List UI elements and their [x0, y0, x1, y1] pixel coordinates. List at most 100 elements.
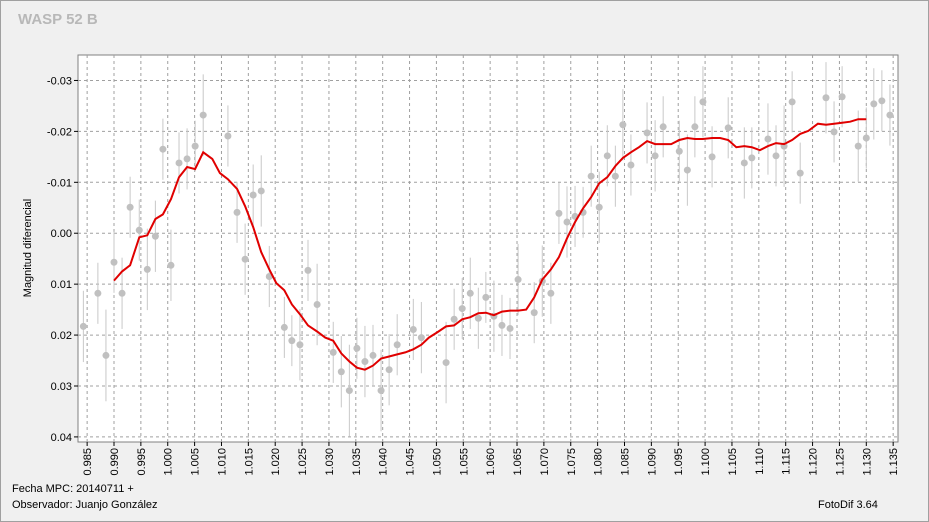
data-point: [151, 232, 159, 240]
data-point: [886, 111, 894, 119]
data-point: [94, 289, 102, 297]
data-point: [619, 121, 627, 129]
x-tick-label: 1.115: [781, 448, 793, 475]
data-point: [651, 152, 659, 160]
data-point: [878, 97, 886, 105]
y-tick-label: 0.04: [51, 432, 72, 444]
data-point: [506, 324, 514, 332]
data-point: [772, 152, 780, 160]
data-point: [724, 124, 732, 132]
data-point: [748, 154, 756, 162]
data-point: [313, 301, 321, 309]
footer-date: Fecha MPC: 20140711 +: [12, 483, 134, 495]
x-tick-label: 1.095: [673, 448, 685, 476]
data-point: [175, 159, 183, 167]
data-point: [361, 358, 369, 366]
data-point: [659, 123, 667, 131]
x-tick-label: 1.055: [458, 448, 470, 476]
y-tick-label: 0.01: [51, 279, 72, 291]
x-tick-label: 1.005: [190, 448, 202, 476]
x-tick-label: 1.025: [297, 448, 309, 476]
data-point: [304, 266, 312, 274]
x-tick-label: 1.020: [270, 448, 282, 476]
x-tick-label: 1.010: [216, 448, 228, 476]
data-point: [796, 169, 804, 177]
x-tick-label: 0.995: [136, 448, 148, 476]
data-point: [603, 152, 611, 160]
x-tick-label: 1.015: [243, 448, 255, 476]
x-tick-label: 1.135: [888, 448, 900, 476]
data-point: [79, 322, 87, 330]
data-point: [862, 134, 870, 142]
data-point: [417, 334, 425, 342]
data-point: [675, 147, 683, 155]
x-tick-label: 0.990: [109, 448, 121, 476]
y-tick-label: 0.00: [51, 228, 72, 240]
footer-observer: Observador: Juanjo González: [12, 499, 158, 511]
y-tick-label: -0.01: [47, 177, 72, 189]
y-tick-label: -0.02: [47, 126, 72, 138]
data-point: [224, 132, 232, 140]
data-point: [288, 337, 296, 345]
x-tick-label: 1.000: [163, 448, 175, 476]
data-point: [296, 341, 304, 349]
data-point: [587, 172, 595, 180]
data-point: [102, 351, 110, 359]
x-tick-label: 1.075: [566, 448, 578, 476]
data-point: [329, 348, 337, 356]
data-point: [337, 368, 345, 376]
data-point: [870, 100, 878, 108]
x-tick-label: 1.130: [861, 448, 873, 476]
data-point: [442, 359, 450, 367]
data-point: [595, 203, 603, 211]
data-point: [110, 258, 118, 266]
trend-line: [113, 118, 867, 371]
data-point: [353, 344, 361, 352]
data-point: [458, 305, 466, 313]
x-tick-label: 1.090: [646, 448, 658, 476]
data-point: [474, 314, 482, 322]
y-axis-label: Magnitud diferencial: [22, 199, 34, 297]
data-point: [643, 129, 651, 137]
data-point: [691, 123, 699, 131]
chart-title: WASP 52 B: [18, 11, 98, 28]
x-tick-label: 1.070: [539, 448, 551, 476]
data-point: [627, 161, 635, 169]
data-point: [233, 208, 241, 216]
x-tick-label: 1.040: [378, 448, 390, 476]
x-tick-label: 1.035: [351, 448, 363, 476]
data-point: [740, 159, 748, 167]
data-point: [257, 187, 265, 195]
data-point: [385, 366, 393, 374]
data-point: [555, 209, 563, 217]
data-point: [838, 93, 846, 101]
data-point: [377, 387, 385, 395]
data-point: [854, 142, 862, 150]
x-tick-label: 1.125: [834, 448, 846, 476]
data-point: [199, 111, 207, 119]
data-point: [563, 218, 571, 226]
y-tick-label: 0.03: [51, 381, 72, 393]
data-point: [830, 128, 838, 136]
x-tick-label: 1.100: [700, 448, 712, 476]
data-point: [764, 135, 772, 143]
data-point: [547, 289, 555, 297]
data-point: [450, 315, 458, 323]
data-point: [249, 191, 257, 199]
data-point: [183, 155, 191, 163]
data-point: [280, 323, 288, 331]
y-tick-label: 0.02: [51, 330, 72, 342]
x-tick-label: 1.050: [431, 448, 443, 476]
data-point: [369, 351, 377, 359]
data-point: [126, 203, 134, 211]
data-point: [683, 166, 691, 174]
data-point: [482, 293, 490, 301]
data-point: [498, 321, 506, 329]
x-tick-label: 1.060: [485, 448, 497, 476]
data-point: [708, 153, 716, 161]
x-tick-label: 1.110: [754, 448, 766, 475]
data-point: [118, 289, 126, 297]
plot-area: [77, 54, 899, 443]
x-tick-label: 0.985: [82, 448, 94, 476]
data-point: [530, 309, 538, 317]
